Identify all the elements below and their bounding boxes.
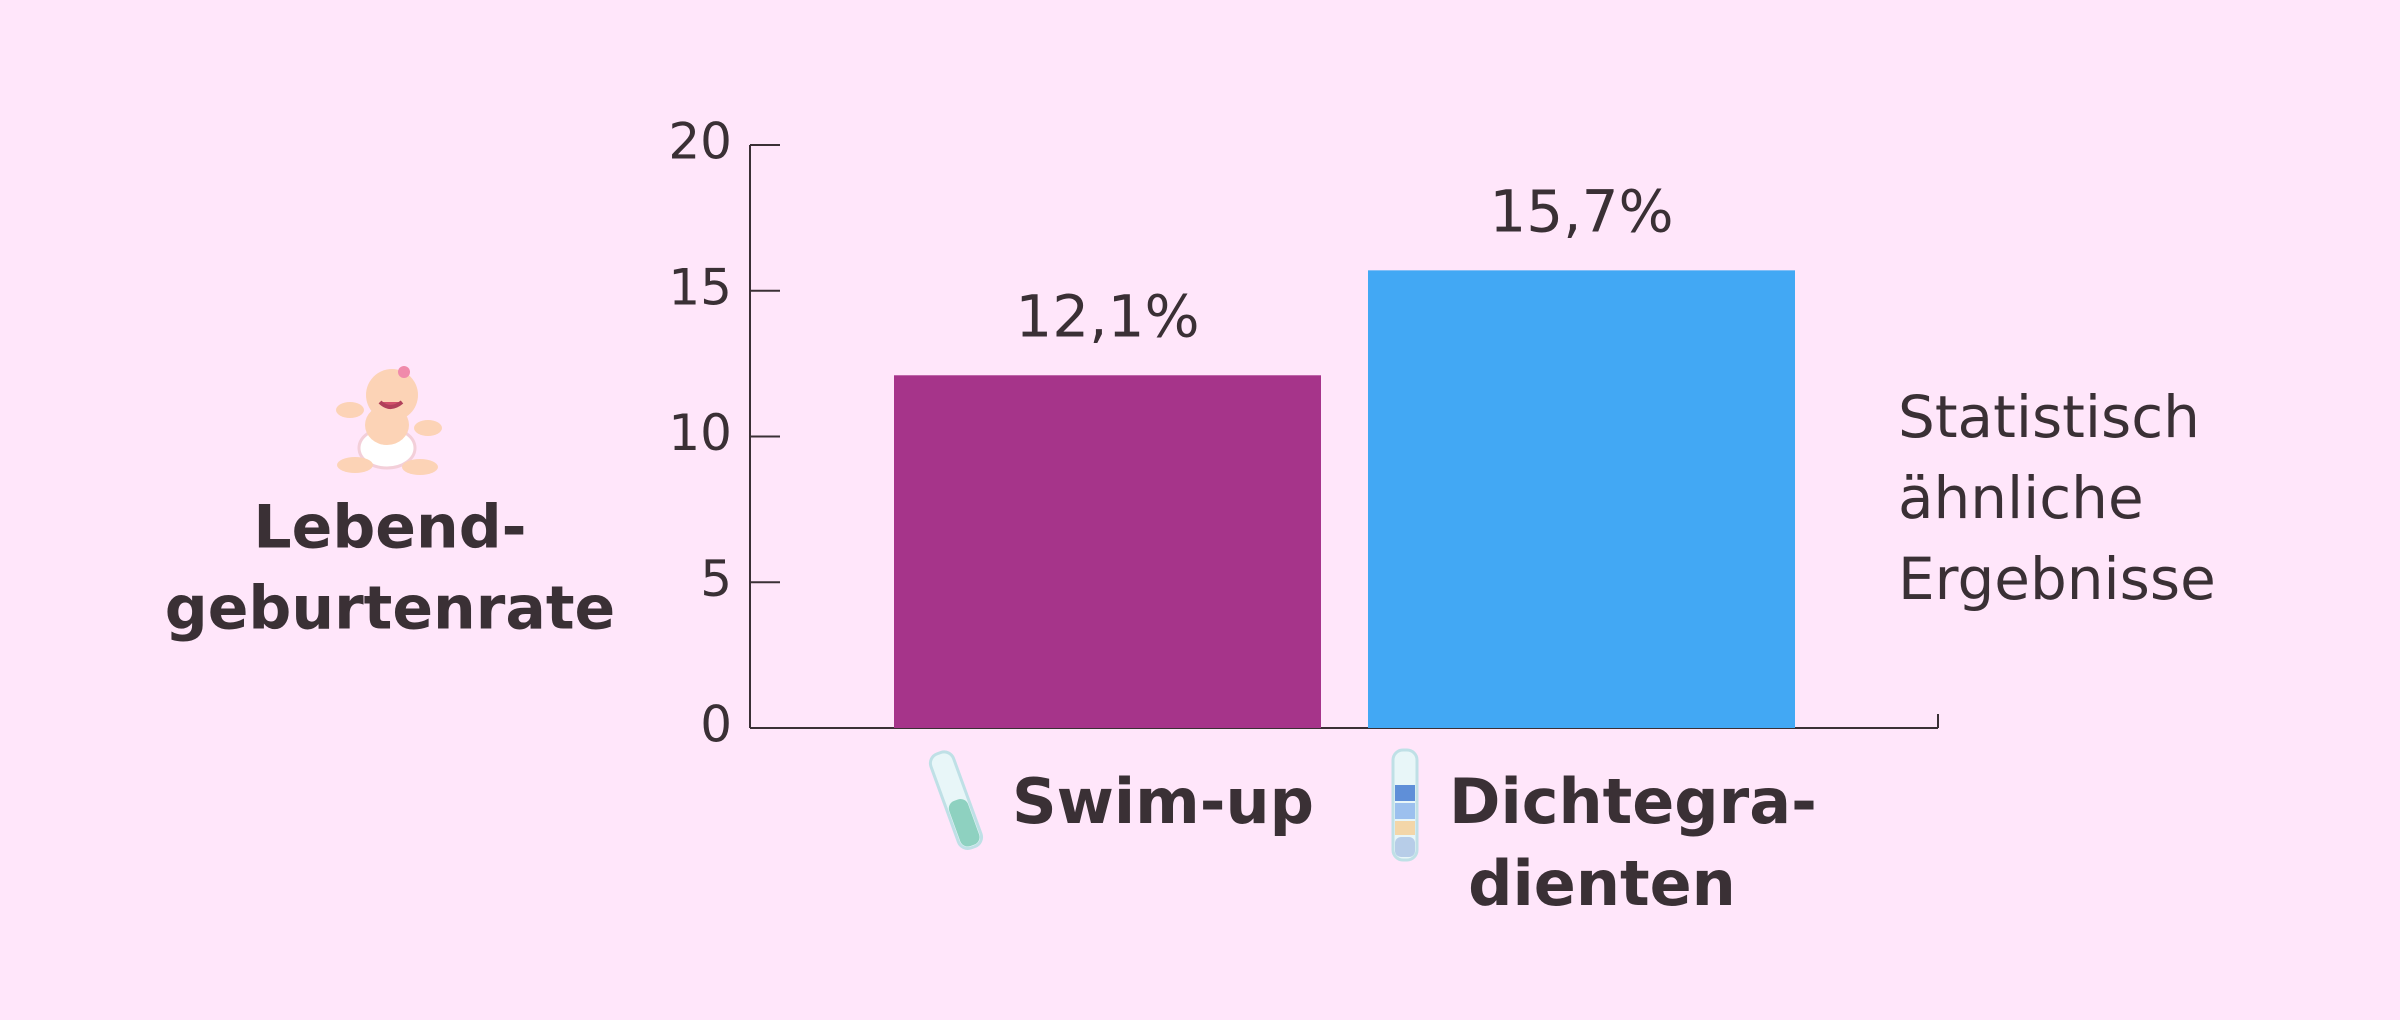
y-axis-label: Lebend-: [253, 493, 526, 563]
y-tick-label: 10: [668, 404, 732, 462]
bar: [894, 375, 1321, 728]
tube-gradient: [1391, 748, 1419, 862]
value-label: 12,1%: [1015, 282, 1199, 350]
x-tick-label: Dichtegra-: [1449, 765, 1817, 838]
annotation: Ergebnisse: [1898, 545, 2216, 613]
y-tick-label: 20: [668, 113, 732, 171]
y-axis-label: geburtenrate: [165, 574, 615, 644]
x-tick-label: dienten: [1468, 847, 1736, 920]
baby-icon: [336, 366, 442, 475]
annotation: ähnliche: [1898, 464, 2144, 532]
value-label: 15,7%: [1489, 177, 1673, 245]
y-tick-label: 5: [700, 550, 732, 608]
annotation: Statistisch: [1898, 383, 2200, 451]
y-tick-label: 0: [700, 696, 732, 754]
bar: [1368, 270, 1795, 728]
x-tick-label: Swim-up: [1012, 765, 1314, 838]
y-tick-label: 15: [668, 258, 732, 316]
tube-swim-up: [928, 750, 984, 850]
